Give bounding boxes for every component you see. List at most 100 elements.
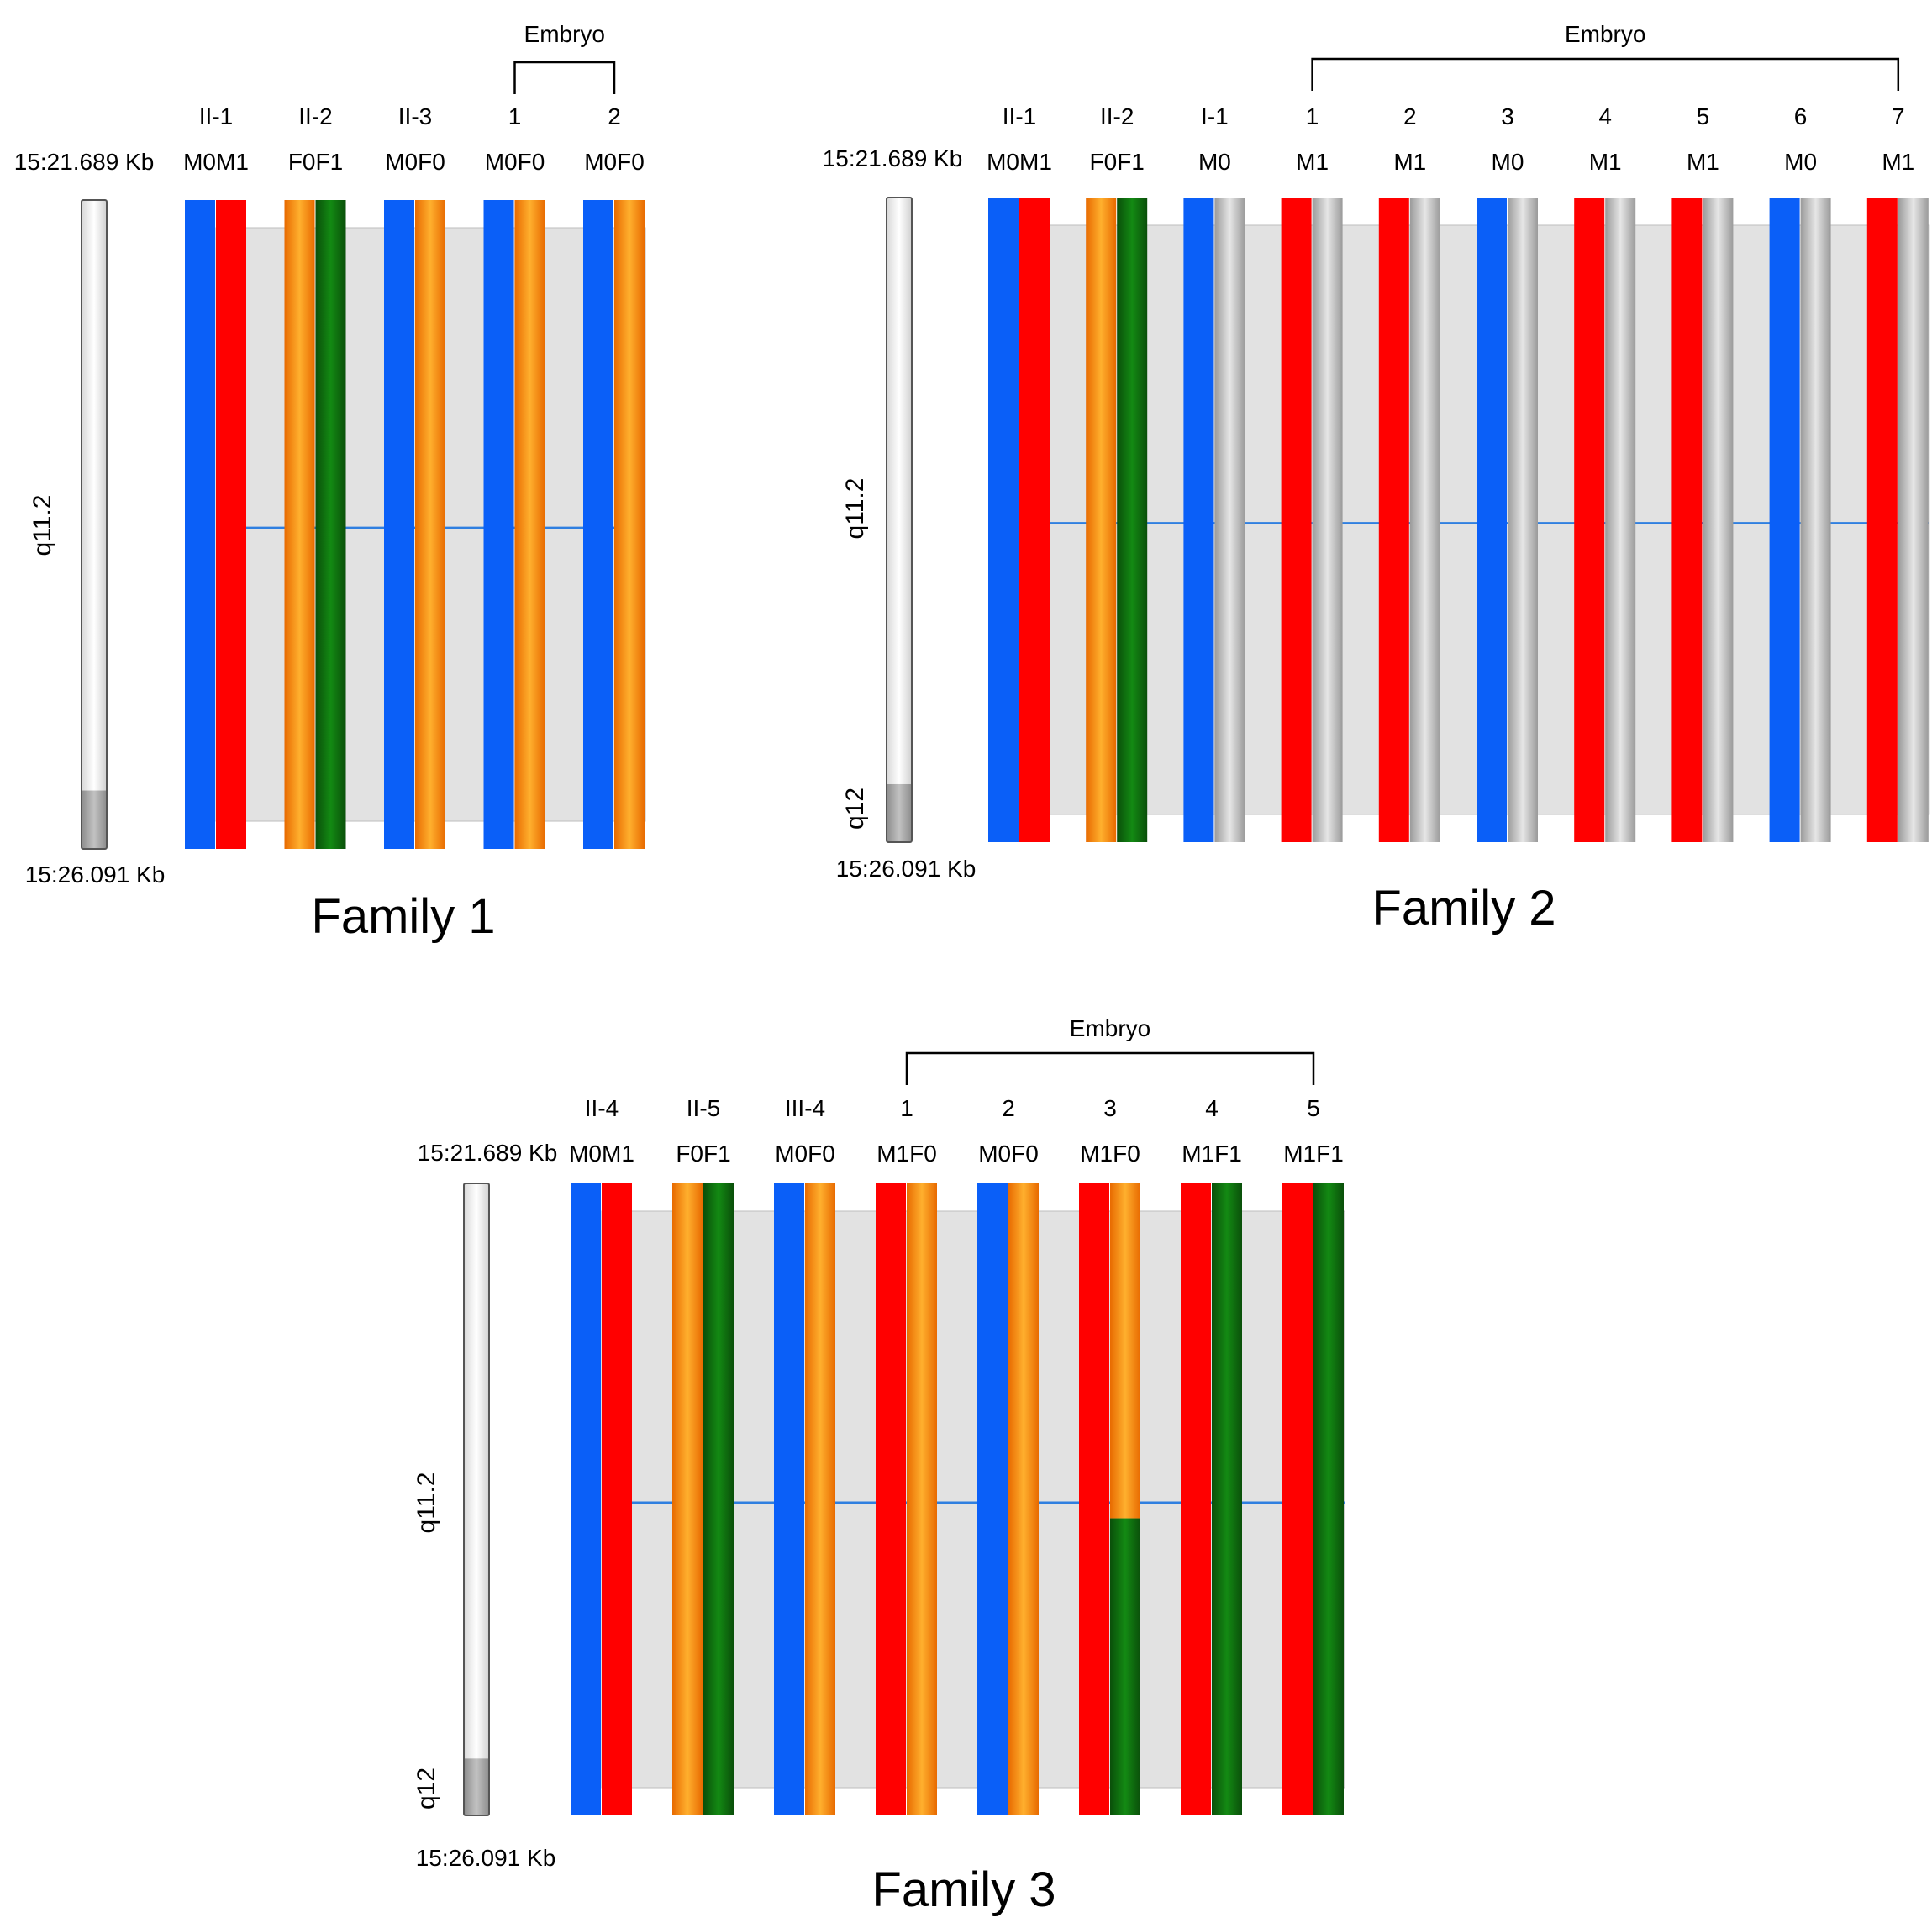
genotype-label: M0F0 <box>978 1141 1039 1167</box>
haplotype-bar-unknown <box>1898 198 1929 842</box>
start-coordinate-label: 15:21.689 Kb <box>823 145 963 171</box>
genotype-label: M0M1 <box>987 149 1052 175</box>
member-id-label: II-4 <box>585 1095 619 1121</box>
haplotype-bar-F0 <box>614 200 645 849</box>
chromosome-band-light <box>82 200 107 791</box>
member-II-2 <box>284 200 346 849</box>
haplotype-bar-F1 <box>1212 1183 1242 1815</box>
member-id-label: 2 <box>1403 103 1417 129</box>
genotype-label: M1 <box>1589 149 1622 175</box>
member-I-1 <box>1183 198 1245 842</box>
genotype-label: M0M1 <box>183 149 249 175</box>
genotype-label: M1 <box>1882 149 1914 175</box>
haplotype-bar-unknown <box>1409 198 1440 842</box>
haplotype-bar-M0 <box>1477 198 1507 842</box>
haplotype-bar-M1 <box>1671 198 1703 842</box>
member-id-label: 5 <box>1307 1095 1320 1121</box>
haplotype-bar-F0 <box>415 200 445 849</box>
haplotype-bar-unknown <box>1800 198 1831 842</box>
member-2-embryo <box>1378 198 1440 842</box>
member-id-label: II-3 <box>398 103 432 129</box>
member-4-embryo <box>1574 198 1636 842</box>
genotype-label: F0F1 <box>676 1141 730 1167</box>
embryo-label: Embryo <box>524 21 605 47</box>
embryo-label: Embryo <box>1070 1015 1150 1041</box>
chromosome-band-dark <box>82 790 107 849</box>
haplotype-bar-M0 <box>384 200 414 849</box>
family-title: Family 1 <box>311 889 495 944</box>
family-panel-2 <box>886 57 1930 843</box>
member-7-embryo <box>1866 198 1929 842</box>
embryo-bracket <box>905 1051 1315 1085</box>
embryo-label: Embryo <box>1565 21 1645 47</box>
member-id-label: II-2 <box>1100 103 1134 129</box>
band-label-upper: q11.2 <box>841 478 869 540</box>
haplotype-bar-M0 <box>583 200 613 849</box>
genotype-label: F0F1 <box>288 149 343 175</box>
member-id-label: II-1 <box>1003 103 1036 129</box>
genotype-label: M1F0 <box>877 1141 937 1167</box>
end-coordinate-label: 15:26.091 Kb <box>836 856 977 882</box>
haplotype-bar-M1 <box>1079 1183 1109 1815</box>
haplotype-bar-unknown <box>1703 198 1734 842</box>
genotype-label: F0F1 <box>1090 149 1145 175</box>
genotype-label: M1F0 <box>1080 1141 1140 1167</box>
member-II-3 <box>384 200 445 849</box>
genotype-label: M0F0 <box>385 149 445 175</box>
haplotype-bar-M1 <box>216 200 246 849</box>
member-id-label: 1 <box>900 1095 913 1121</box>
end-coordinate-label: 15:26.091 Kb <box>416 1845 556 1871</box>
embryo-bracket <box>513 61 616 94</box>
haplotype-bar-F0 <box>1086 198 1117 842</box>
genotype-label: M0 <box>1492 149 1524 175</box>
band-label-lower: q12 <box>413 1768 440 1810</box>
member-1-embryo <box>876 1183 937 1815</box>
member-5-embryo <box>1671 198 1734 842</box>
member-II-5 <box>672 1183 734 1815</box>
genotype-label: M1 <box>1687 149 1719 175</box>
member-id-label: III-4 <box>785 1095 825 1121</box>
member-id-label: 4 <box>1205 1095 1219 1121</box>
haplotype-segment-F0 <box>1110 1183 1140 1519</box>
haplotype-bar-M0 <box>1769 198 1800 842</box>
member-4-embryo <box>1181 1183 1242 1815</box>
haplotype-bar-M0 <box>988 198 1019 842</box>
band-label-lower: q12 <box>841 788 869 830</box>
member-id-label: II-5 <box>687 1095 720 1121</box>
member-id-label: 2 <box>1002 1095 1015 1121</box>
haplotype-bar-M1 <box>1181 1183 1211 1815</box>
genotype-label: M0M1 <box>569 1141 634 1167</box>
haplotype-bar-F1 <box>315 200 346 849</box>
member-II-1 <box>988 198 1050 842</box>
member-id-label: 6 <box>1794 103 1808 129</box>
haplotype-segment-F1 <box>1110 1518 1140 1815</box>
chromosome-ideogram <box>81 199 108 850</box>
genotype-label: M1F1 <box>1182 1141 1242 1167</box>
start-coordinate-label: 15:21.689 Kb <box>14 149 155 175</box>
haplotype-bar-F1 <box>1313 1183 1344 1815</box>
member-1-embryo <box>483 200 545 849</box>
genotype-label: M0F0 <box>775 1141 835 1167</box>
haplotype-bar-unknown <box>1312 198 1343 842</box>
chromosome-ideogram <box>463 1183 490 1816</box>
chromosome-outline <box>886 197 913 843</box>
family-title: Family 3 <box>871 1862 1055 1917</box>
member-2-embryo <box>583 200 645 849</box>
member-1-embryo <box>1281 198 1343 842</box>
member-id-label: 3 <box>1103 1095 1117 1121</box>
member-III-4 <box>774 1183 835 1815</box>
genotype-label: M0 <box>1784 149 1817 175</box>
chromosome-outline <box>463 1183 490 1816</box>
haplotype-bar-F0 <box>805 1183 835 1815</box>
haplotype-bar-F0 <box>514 200 545 849</box>
start-coordinate-label: 15:21.689 Kb <box>418 1140 558 1166</box>
haplotype-bar-M1 <box>1282 1183 1313 1815</box>
haplotype-bar-F0 <box>1008 1183 1039 1815</box>
haplotype-bar-M0 <box>185 200 215 849</box>
haplotype-bar-M0 <box>774 1183 804 1815</box>
end-coordinate-label: 15:26.091 Kb <box>25 861 166 888</box>
member-3-embryo <box>1079 1183 1140 1815</box>
haplotype-bar-F0 <box>284 200 315 849</box>
haplotype-bar-M1 <box>1019 198 1050 842</box>
